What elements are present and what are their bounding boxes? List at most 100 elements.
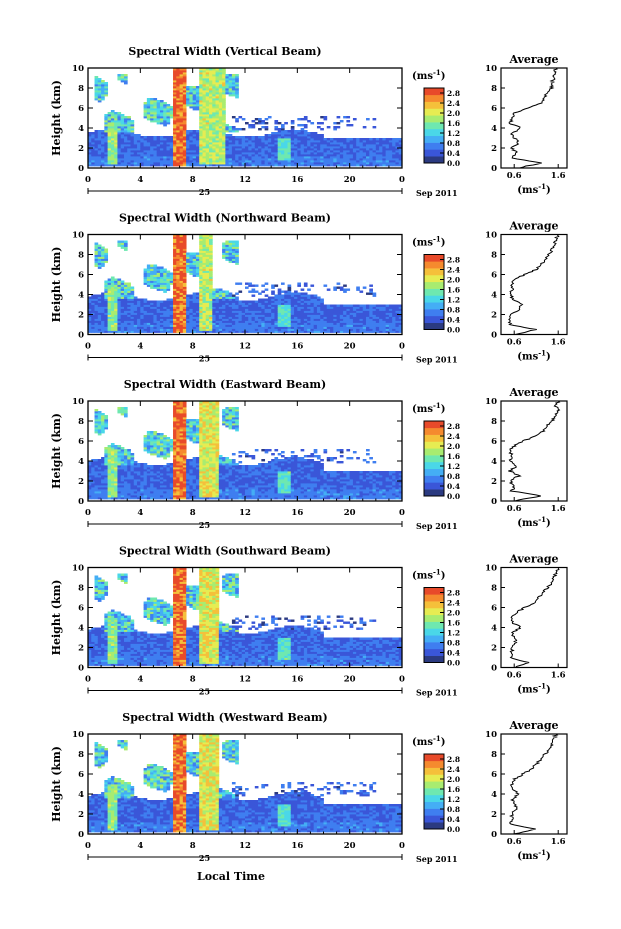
- heatmap-cell: [271, 160, 275, 163]
- heatmap-cell: [222, 142, 226, 145]
- heatmap-cell: [189, 130, 194, 133]
- colorbar-unit-base: (ms: [412, 238, 433, 249]
- heatmap-cell: [130, 152, 135, 155]
- heatmap-cell: [166, 304, 171, 307]
- heatmap-cell: [150, 282, 154, 285]
- y-tick-label: 6: [78, 271, 84, 281]
- heatmap-cell: [274, 304, 279, 307]
- heatmap-cell: [192, 138, 197, 141]
- heatmap-cell: [356, 288, 360, 291]
- heatmap-cell: [120, 316, 125, 319]
- heatmap-cell: [303, 320, 308, 323]
- heatmap-cell: [212, 86, 216, 89]
- heatmap-cell: [94, 154, 99, 157]
- heatmap-cell: [313, 316, 318, 319]
- heatmap-cell: [326, 146, 331, 149]
- heatmap-cell: [94, 132, 99, 135]
- heatmap-cell: [182, 310, 187, 313]
- heatmap-cell: [369, 306, 373, 309]
- heatmap-cell: [97, 302, 102, 305]
- heatmap-cell: [107, 138, 112, 141]
- heatmap-cell: [189, 330, 194, 333]
- heatmap-cell: [117, 322, 122, 325]
- heatmap-cell: [222, 252, 226, 255]
- heatmap-cell: [245, 300, 249, 303]
- heatmap-cell: [101, 256, 105, 259]
- heatmap-cell: [159, 272, 164, 275]
- heatmap-cell: [146, 310, 151, 313]
- heatmap-cell: [104, 294, 109, 297]
- heatmap-cell: [163, 314, 167, 317]
- heatmap-cell: [228, 90, 233, 93]
- heatmap-cell: [97, 314, 102, 317]
- heatmap-cell: [215, 86, 220, 89]
- heatmap-cell: [264, 294, 269, 297]
- heatmap-cell: [209, 106, 213, 109]
- heatmap-cell: [189, 306, 194, 309]
- colorbar-unit-base: (ms: [412, 71, 433, 82]
- heatmap-cell: [123, 148, 128, 151]
- heatmap-cell: [238, 314, 243, 317]
- heatmap-cell: [97, 246, 102, 249]
- heatmap-cell: [156, 144, 161, 147]
- heatmap-cell: [209, 288, 213, 291]
- heatmap-cell: [313, 312, 318, 315]
- heatmap-cell: [137, 146, 141, 149]
- heatmap-cell: [284, 316, 288, 319]
- heatmap-cell: [104, 318, 109, 321]
- heatmap-cell: [173, 134, 177, 137]
- heatmap-cell: [241, 310, 246, 313]
- heatmap-cell: [94, 411, 99, 414]
- heatmap-cell: [212, 148, 216, 151]
- heatmap-cell: [212, 294, 216, 297]
- heatmap-cell: [339, 164, 344, 167]
- heatmap-cell: [173, 252, 177, 255]
- heatmap-cell: [245, 318, 249, 321]
- heatmap-cell: [140, 324, 144, 327]
- heatmap-cell: [366, 304, 370, 307]
- heatmap-cell: [104, 248, 109, 251]
- heatmap-cell: [173, 164, 177, 167]
- heatmap-cell: [127, 324, 131, 327]
- heatmap-cell: [261, 142, 266, 145]
- heatmap-cell: [274, 310, 279, 313]
- heatmap-cell: [153, 274, 158, 277]
- heatmap-cell: [352, 304, 357, 307]
- heatmap-cell: [280, 124, 285, 127]
- heatmap-cell: [274, 330, 279, 333]
- heatmap-cell: [349, 158, 354, 161]
- heatmap-cell: [274, 162, 279, 165]
- heatmap-cell: [107, 324, 112, 327]
- heatmap-cell: [225, 318, 230, 321]
- heatmap-cell: [290, 328, 295, 331]
- heatmap-cell: [163, 102, 167, 105]
- heatmap-cell: [156, 104, 161, 107]
- heatmap-cell: [294, 138, 298, 141]
- heatmap-cell: [202, 84, 207, 87]
- heatmap-cell: [225, 74, 230, 77]
- heatmap-cell: [186, 144, 190, 147]
- heatmap-cell: [143, 162, 148, 165]
- heatmap-cell: [192, 104, 197, 107]
- heatmap-cell: [212, 128, 216, 131]
- heatmap-cell: [205, 324, 210, 327]
- heatmap-cell: [130, 328, 135, 331]
- heatmap-cell: [261, 326, 266, 329]
- heatmap-cell: [202, 254, 207, 257]
- heatmap-cell: [392, 314, 396, 317]
- heatmap-cell: [228, 250, 233, 253]
- heatmap-cell: [330, 160, 334, 163]
- heatmap-cell: [290, 318, 295, 321]
- heatmap-cell: [222, 164, 226, 167]
- heatmap-cell: [228, 74, 233, 77]
- heatmap-cell: [372, 146, 377, 149]
- heatmap-cell: [356, 312, 360, 315]
- heatmap-cell: [150, 280, 154, 283]
- heatmap-cell: [97, 266, 102, 269]
- heatmap-cell: [88, 497, 92, 500]
- heatmap-cell: [104, 296, 109, 299]
- heatmap-cell: [349, 164, 354, 167]
- heatmap-cell: [209, 140, 213, 143]
- heatmap-cell: [156, 306, 161, 309]
- heatmap-cell: [212, 318, 216, 321]
